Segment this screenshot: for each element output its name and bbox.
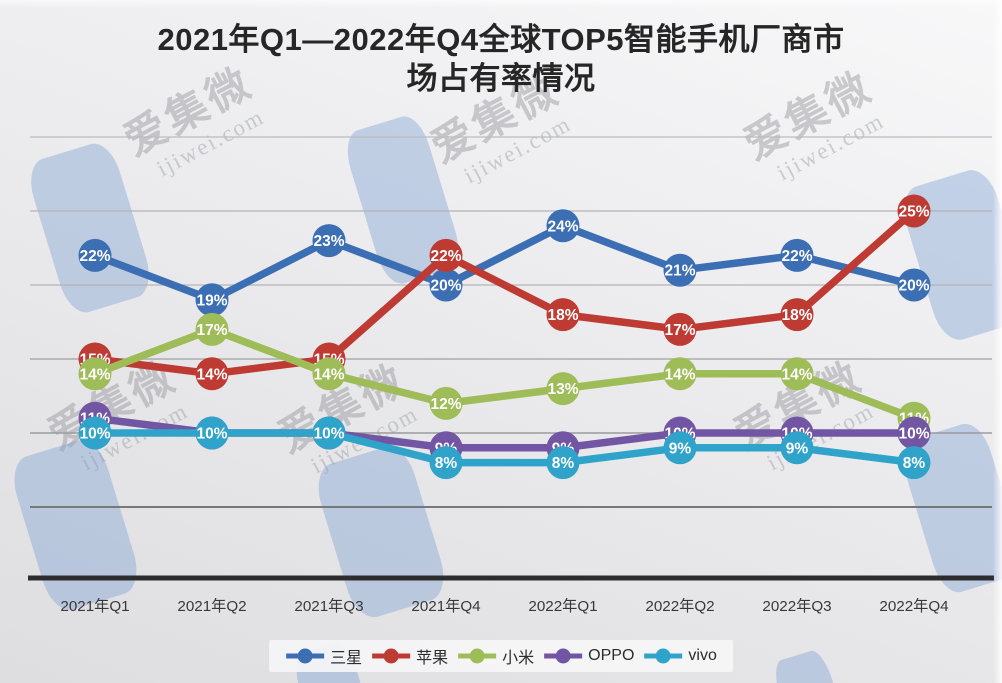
data-label-vivo-2022年Q2: 9% [669, 440, 692, 457]
data-label-小米-2022年Q3: 14% [781, 366, 812, 383]
legend-marker-icon [372, 648, 411, 664]
x-axis-label-2022年Q4: 2022年Q4 [879, 598, 948, 615]
data-label-苹果-2022年Q2: 17% [664, 322, 695, 339]
data-label-三星-2022年Q3: 22% [781, 248, 812, 265]
legend-label: OPPO [588, 647, 635, 664]
data-point-小米-2022年Q2 [663, 357, 697, 391]
legend-item-OPPO: OPPO [543, 647, 634, 665]
data-label-苹果-2021年Q4: 22% [430, 248, 461, 265]
data-point-vivo-2021年Q3 [312, 416, 346, 450]
legend-item-小米: 小米 [457, 644, 534, 668]
data-label-小米-2021年Q3: 14% [313, 366, 344, 383]
data-label-三星-2022年Q2: 21% [664, 263, 695, 280]
data-point-苹果-2022年Q3 [780, 298, 814, 332]
data-label-三星-2022年Q1: 24% [547, 218, 578, 235]
data-label-苹果-2022年Q4: 25% [898, 204, 929, 221]
chart-legend: 三星 苹果 小米 OPPO vivo [269, 640, 733, 672]
x-axis-label-2021年Q2: 2021年Q2 [177, 598, 246, 615]
data-point-小米-2021年Q3 [312, 357, 346, 391]
data-label-苹果-2022年Q1: 18% [547, 307, 578, 324]
x-axis-label-2021年Q3: 2021年Q3 [294, 598, 363, 615]
series-line-苹果 [91, 207, 918, 378]
data-point-三星-2021年Q3 [312, 224, 346, 258]
data-point-三星-2021年Q1 [78, 238, 112, 272]
data-label-小米-2021年Q4: 12% [430, 396, 461, 413]
data-label-小米-2021年Q2: 17% [196, 322, 227, 339]
legend-label: 小米 [502, 650, 535, 667]
data-point-三星-2021年Q4 [429, 268, 463, 302]
data-point-vivo-2021年Q4 [429, 446, 463, 480]
legend-marker-icon [644, 648, 683, 664]
legend-label: 三星 [330, 650, 363, 667]
right-edge-highlight [993, 0, 1002, 683]
data-label-苹果-2022年Q3: 18% [781, 307, 812, 324]
data-point-三星-2021年Q2 [195, 283, 229, 317]
data-point-三星-2022年Q1 [546, 209, 580, 243]
series-line-三星 [91, 222, 918, 304]
data-label-苹果-2021年Q2: 14% [196, 366, 227, 383]
data-label-vivo-2022年Q1: 8% [552, 455, 575, 472]
data-label-vivo-2021年Q2: 10% [196, 426, 227, 443]
legend-label: 苹果 [416, 650, 449, 667]
data-label-vivo-2021年Q1: 10% [79, 426, 110, 443]
data-label-三星-2022年Q4: 20% [898, 278, 929, 295]
data-point-三星-2022年Q3 [780, 238, 814, 272]
series-line-vivo [91, 429, 918, 467]
data-label-vivo-2021年Q3: 10% [313, 426, 344, 443]
data-point-苹果-2022年Q2 [663, 312, 697, 346]
chart-title-line2: 场占有率情况 [406, 61, 596, 96]
data-point-小米-2021年Q4 [429, 386, 463, 420]
data-label-OPPO-2022年Q4: 10% [898, 426, 929, 443]
chart-title-line1: 2021年Q1—2022年Q4全球TOP5智能手机厂商市 [157, 22, 845, 57]
x-axis-label-2021年Q1: 2021年Q1 [60, 598, 129, 615]
x-axis-label-2022年Q3: 2022年Q3 [762, 598, 831, 615]
data-point-三星-2022年Q2 [663, 253, 697, 287]
data-point-vivo-2021年Q2 [195, 416, 229, 450]
data-point-小米-2022年Q1 [546, 372, 580, 406]
data-point-苹果-2021年Q4 [429, 238, 463, 272]
data-label-小米-2022年Q1: 13% [547, 381, 578, 398]
data-point-OPPO-2022年Q4 [897, 416, 931, 450]
series-line-小米 [91, 325, 918, 422]
data-label-三星-2021年Q3: 23% [313, 233, 344, 250]
chart-title: 2021年Q1—2022年Q4全球TOP5智能手机厂商市 场占有率情况 [0, 20, 1002, 98]
legend-marker-icon [544, 648, 583, 664]
data-point-vivo-2022年Q3 [780, 431, 814, 465]
data-point-小米-2021年Q2 [195, 312, 229, 346]
data-point-小米-2021年Q1 [78, 357, 112, 391]
x-axis-label-2021年Q4: 2021年Q4 [411, 598, 480, 615]
data-point-小米-2022年Q3 [780, 357, 814, 391]
data-point-vivo-2022年Q2 [663, 431, 697, 465]
legend-marker-icon [286, 648, 325, 664]
legend-marker-icon [458, 648, 497, 664]
data-point-vivo-2022年Q4 [897, 446, 931, 480]
data-point-苹果-2022年Q1 [546, 298, 580, 332]
data-label-三星-2021年Q2: 19% [196, 292, 227, 309]
data-label-vivo-2021年Q4: 8% [435, 455, 458, 472]
data-point-vivo-2021年Q1 [78, 416, 112, 450]
data-point-三星-2022年Q4 [897, 268, 931, 302]
top-edge-highlight [0, 0, 1002, 8]
data-label-vivo-2022年Q3: 9% [786, 440, 809, 457]
data-label-小米-2022年Q2: 14% [664, 366, 695, 383]
legend-label: vivo [688, 647, 717, 664]
legend-item-苹果: 苹果 [371, 644, 448, 668]
data-point-vivo-2022年Q1 [546, 446, 580, 480]
data-label-小米-2021年Q1: 14% [79, 366, 110, 383]
x-axis-label-2022年Q2: 2022年Q2 [645, 598, 714, 615]
data-label-vivo-2022年Q4: 8% [903, 455, 926, 472]
data-point-苹果-2022年Q4 [897, 194, 931, 228]
data-point-苹果-2021年Q2 [195, 357, 229, 391]
x-axis-label-2022年Q1: 2022年Q1 [528, 598, 597, 615]
data-label-三星-2021年Q1: 22% [79, 248, 110, 265]
legend-item-三星: 三星 [285, 644, 362, 668]
data-label-三星-2021年Q4: 20% [430, 278, 461, 295]
legend-item-vivo: vivo [643, 647, 717, 665]
